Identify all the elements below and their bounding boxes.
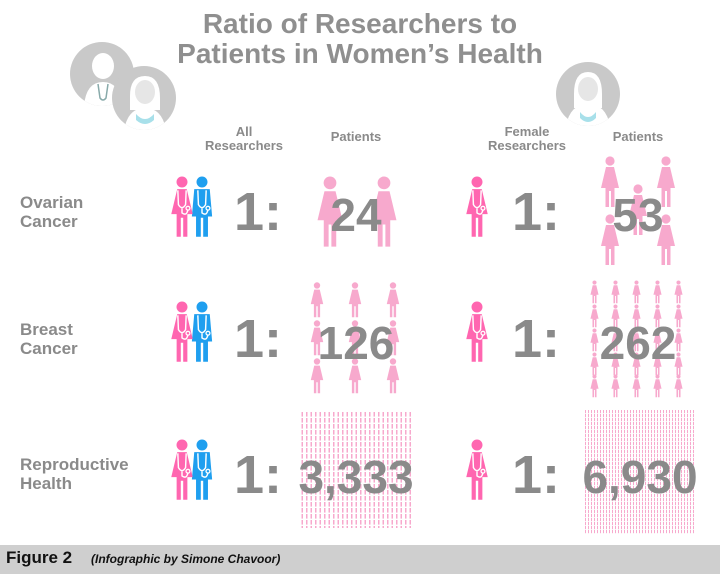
patients-female-reproductive: 6,930 bbox=[582, 451, 698, 503]
row-label-breast-cancer: Breast Cancer bbox=[20, 320, 78, 358]
patient-grid-reproductive-female bbox=[584, 410, 696, 534]
patients-female-breast: 262 bbox=[599, 317, 677, 369]
row-label-ovarian-cancer: Ovarian Cancer bbox=[20, 193, 84, 231]
ratio-female-ovarian: 1: bbox=[512, 182, 561, 242]
ratio-female-breast: 1: bbox=[512, 309, 561, 369]
female-researcher-avatar-icon bbox=[112, 66, 176, 130]
female-researcher-avatar-icon bbox=[556, 62, 620, 126]
ratio-all-breast: 1: bbox=[234, 309, 283, 369]
figure-credit: (Infographic by Simone Chavoor) bbox=[91, 552, 281, 566]
header-all-researchers: All Researchers bbox=[204, 124, 284, 153]
ratio-all-ovarian: 1: bbox=[234, 182, 283, 242]
researcher-pair-reproductive bbox=[166, 435, 216, 501]
caption-bar bbox=[0, 545, 720, 574]
researcher-pair-breast bbox=[166, 297, 216, 363]
ratio-all-reproductive: 1: bbox=[234, 445, 283, 505]
patients-all-breast: 126 bbox=[317, 317, 395, 369]
title-line-1: Ratio of Researchers to bbox=[202, 8, 518, 39]
title-line-2: Patients in Women’s Health bbox=[177, 38, 543, 69]
female-researcher-breast bbox=[462, 297, 492, 363]
female-researcher-reproductive bbox=[462, 435, 492, 501]
patients-female-ovarian: 53 bbox=[612, 189, 664, 241]
header-patients-left: Patients bbox=[330, 129, 382, 144]
patient-grid-reproductive-all bbox=[300, 412, 412, 528]
row-label-reproductive-health: Reproductive Health bbox=[20, 455, 129, 493]
female-researcher-ovarian bbox=[462, 172, 492, 238]
ratio-female-reproductive: 1: bbox=[512, 445, 561, 505]
figure-label: Figure 2 bbox=[6, 548, 73, 567]
header-female-researchers: Female Researchers bbox=[487, 124, 567, 153]
header-patients-right: Patients bbox=[612, 129, 664, 144]
researcher-pair-ovarian bbox=[166, 172, 216, 238]
patients-all-ovarian: 24 bbox=[330, 189, 382, 241]
patients-all-reproductive: 3,333 bbox=[298, 451, 414, 503]
